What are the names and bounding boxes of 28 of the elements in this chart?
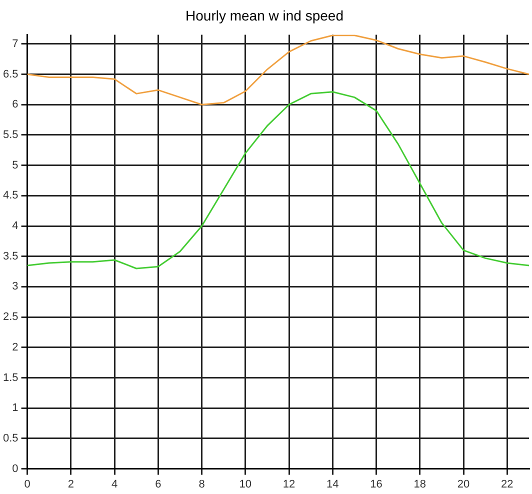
y-tick-label: 4.5 — [2, 190, 18, 202]
x-tick-label: 16 — [370, 478, 382, 490]
y-tick-label: 7 — [12, 38, 18, 50]
x-tick-label: 10 — [239, 478, 252, 490]
x-tick-label: 14 — [326, 478, 339, 490]
y-tick-label: 4 — [12, 220, 18, 232]
x-tick-label: 4 — [111, 478, 118, 490]
y-tick-label: 1 — [12, 402, 18, 414]
x-tick-label: 0 — [24, 478, 30, 490]
x-tick-label: 8 — [198, 478, 205, 490]
x-tick-label: 12 — [282, 478, 296, 490]
x-tick-label: 6 — [155, 478, 162, 490]
y-tick-label: 5.5 — [2, 128, 18, 141]
y-tick-label: 0 — [12, 462, 18, 475]
y-tick-label: 1.5 — [2, 372, 18, 384]
y-tick-label: 5 — [12, 159, 18, 172]
y-tick-label: 6.5 — [2, 68, 18, 80]
x-tick-label: 2 — [68, 478, 74, 490]
chart-title: Hourly mean w ind speed — [186, 7, 344, 24]
y-tick-label: 2 — [12, 341, 18, 354]
y-tick-label: 3.5 — [2, 250, 18, 262]
x-tick-label: 18 — [414, 478, 426, 490]
y-tick-label: 2.5 — [2, 311, 18, 324]
x-tick-label: 20 — [457, 478, 470, 490]
x-tick-label: 22 — [501, 478, 514, 490]
y-tick-label: 0.5 — [2, 432, 18, 444]
y-tick-label: 3 — [12, 280, 18, 293]
y-tick-label: 6 — [12, 98, 18, 111]
